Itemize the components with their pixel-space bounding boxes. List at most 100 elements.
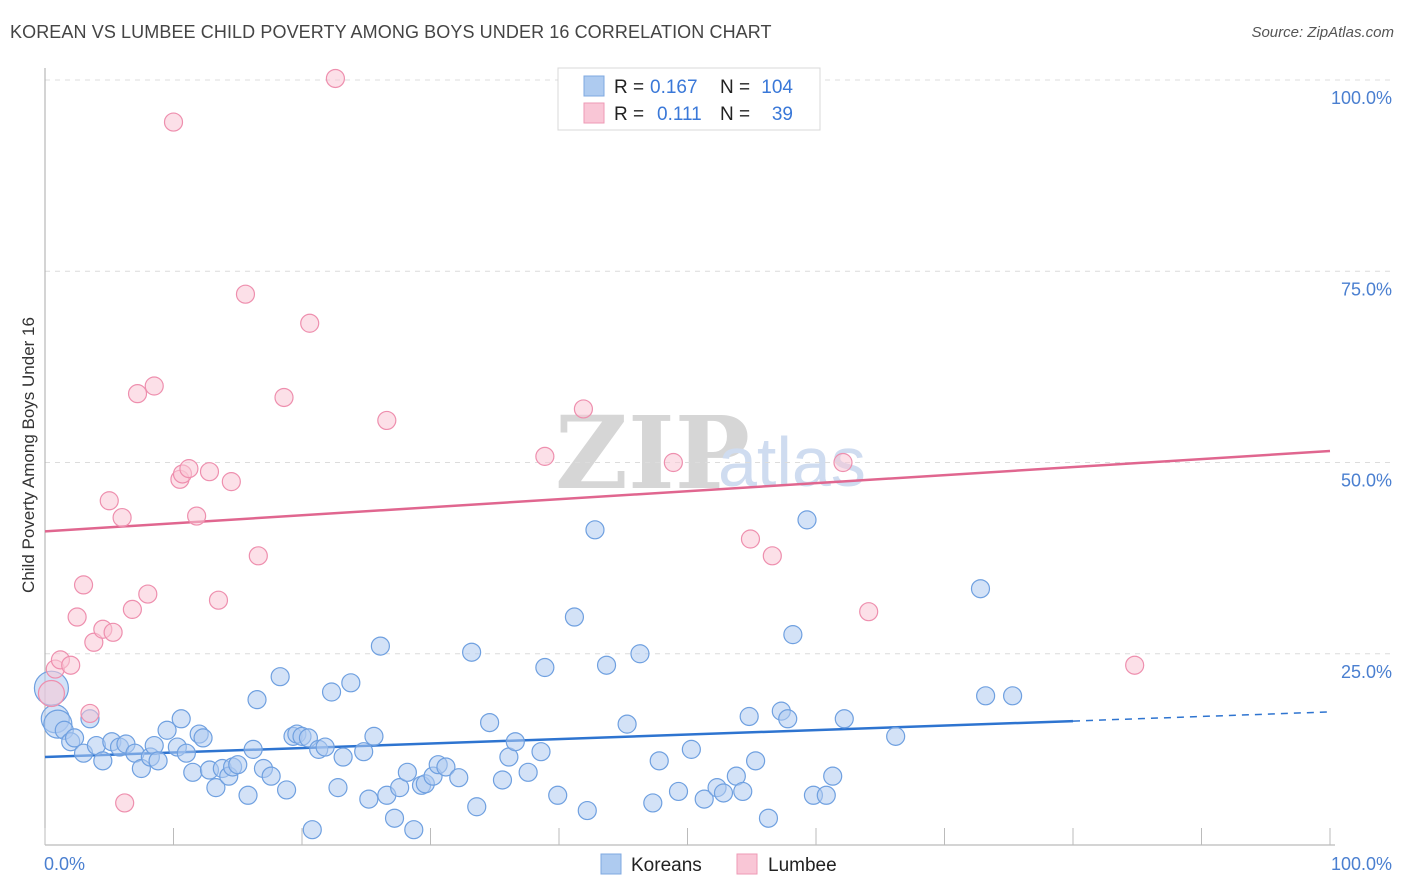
point-lumbee bbox=[573, 399, 594, 419]
point-koreans bbox=[1003, 686, 1023, 706]
point-lumbee bbox=[199, 462, 220, 482]
point-lumbee bbox=[221, 472, 241, 492]
legend-r-value-koreans: 0.167 bbox=[650, 77, 698, 98]
point-koreans bbox=[328, 778, 348, 798]
point-koreans bbox=[390, 778, 410, 798]
point-koreans bbox=[733, 781, 753, 802]
point-lumbee bbox=[163, 112, 184, 132]
point-koreans bbox=[970, 579, 991, 599]
x-tick-label: 0.0% bbox=[44, 854, 85, 874]
point-koreans bbox=[548, 785, 568, 805]
point-koreans bbox=[436, 757, 456, 777]
point-koreans bbox=[758, 808, 779, 828]
x-tick-label: 100.0% bbox=[1331, 854, 1392, 874]
point-koreans bbox=[270, 667, 290, 687]
data-points bbox=[33, 68, 1145, 840]
point-koreans bbox=[261, 766, 281, 786]
point-koreans bbox=[354, 742, 374, 762]
point-lumbee bbox=[187, 506, 207, 526]
point-koreans bbox=[238, 785, 258, 805]
point-koreans bbox=[333, 747, 353, 767]
point-koreans bbox=[596, 655, 617, 675]
point-koreans bbox=[531, 742, 551, 762]
y-tick-label: 100.0% bbox=[1331, 88, 1392, 108]
point-lumbee bbox=[144, 376, 164, 396]
bottom-legend-swatch-koreans bbox=[600, 853, 622, 875]
point-lumbee bbox=[127, 384, 148, 404]
chart-title: KOREAN VS LUMBEE CHILD POVERTY AMONG BOY… bbox=[10, 22, 772, 42]
legend-r-value-lumbee: 0.111 bbox=[657, 104, 702, 125]
point-lumbee bbox=[80, 703, 100, 724]
point-koreans bbox=[384, 808, 405, 828]
point-koreans bbox=[404, 820, 424, 840]
point-koreans bbox=[976, 686, 996, 706]
trend-lines bbox=[44, 449, 1331, 759]
point-koreans bbox=[823, 766, 843, 786]
legend-swatch-lumbee bbox=[583, 102, 605, 124]
point-koreans bbox=[797, 510, 817, 530]
point-koreans bbox=[564, 607, 585, 627]
point-koreans bbox=[694, 789, 714, 809]
point-koreans bbox=[397, 762, 417, 782]
point-koreans bbox=[302, 820, 322, 840]
legend-n-label-koreans: N = bbox=[720, 77, 750, 98]
point-koreans bbox=[585, 520, 605, 540]
chart-source: Source: ZipAtlas.com bbox=[1251, 24, 1394, 41]
point-koreans bbox=[480, 712, 500, 733]
y-tick-label: 75.0% bbox=[1341, 279, 1392, 299]
point-lumbee bbox=[84, 632, 104, 652]
point-lumbee bbox=[235, 284, 256, 304]
point-koreans bbox=[739, 706, 759, 727]
x-ticks bbox=[44, 828, 1331, 845]
bottom-legend-label-koreans: Koreans bbox=[631, 855, 702, 876]
point-koreans bbox=[783, 625, 803, 645]
point-lumbee bbox=[833, 452, 853, 473]
point-koreans bbox=[359, 789, 379, 809]
point-lumbee bbox=[377, 410, 397, 431]
point-lumbee bbox=[325, 68, 346, 89]
point-lumbee bbox=[67, 607, 87, 627]
point-lumbee bbox=[663, 452, 683, 473]
point-koreans bbox=[505, 732, 525, 752]
x-tick-labels: 0.0% 100.0% bbox=[44, 854, 1392, 874]
y-tick-label: 25.0% bbox=[1341, 662, 1392, 682]
point-koreans bbox=[834, 709, 854, 729]
point-koreans bbox=[577, 800, 597, 821]
y-axis-label: Child Poverty Among Boys Under 16 bbox=[19, 317, 38, 593]
point-koreans bbox=[778, 709, 798, 729]
legend-swatch-koreans bbox=[583, 75, 605, 97]
point-koreans bbox=[462, 642, 482, 662]
point-koreans bbox=[643, 793, 663, 813]
point-koreans bbox=[370, 636, 390, 656]
point-koreans bbox=[364, 726, 384, 746]
point-koreans bbox=[518, 762, 538, 782]
trend-line-lumbee bbox=[44, 449, 1331, 533]
gridlines bbox=[45, 79, 1392, 655]
point-koreans bbox=[630, 644, 650, 664]
point-lumbee bbox=[37, 679, 66, 708]
point-lumbee bbox=[274, 387, 294, 408]
point-lumbee bbox=[73, 575, 94, 595]
point-koreans bbox=[64, 728, 85, 748]
point-koreans bbox=[247, 690, 267, 710]
point-koreans bbox=[713, 783, 734, 803]
point-koreans bbox=[157, 720, 177, 740]
point-lumbee bbox=[740, 529, 761, 549]
legend-n-value-lumbee: 39 bbox=[772, 104, 793, 125]
trend-line-koreans bbox=[44, 719, 1074, 759]
point-koreans bbox=[492, 770, 513, 790]
point-koreans bbox=[315, 737, 335, 757]
legend-n-label-lumbee: N = bbox=[720, 104, 750, 125]
point-koreans bbox=[535, 657, 555, 678]
point-lumbee bbox=[248, 546, 268, 566]
y-tick-label: 50.0% bbox=[1341, 471, 1392, 491]
stats-legend: R = 0.167 N = 104 R = 0.111 N = 39 bbox=[557, 67, 821, 131]
point-lumbee bbox=[208, 590, 229, 610]
point-lumbee bbox=[300, 313, 320, 333]
point-koreans bbox=[681, 739, 701, 759]
point-lumbee bbox=[762, 546, 782, 566]
bottom-legend-label-lumbee: Lumbee bbox=[768, 855, 837, 876]
trend-extension-koreans bbox=[1072, 711, 1331, 722]
legend-n-value-koreans: 104 bbox=[761, 77, 793, 98]
